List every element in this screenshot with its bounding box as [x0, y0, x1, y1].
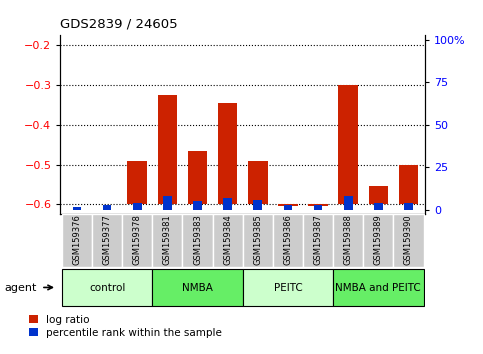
Text: control: control: [89, 282, 125, 293]
Bar: [92, 214, 122, 267]
Text: GSM159377: GSM159377: [102, 214, 112, 265]
Bar: [122, 214, 152, 267]
Bar: [273, 214, 303, 267]
Text: GSM159384: GSM159384: [223, 214, 232, 265]
Bar: [242, 269, 333, 306]
Text: NMBA and PEITC: NMBA and PEITC: [336, 282, 421, 293]
Text: GSM159387: GSM159387: [313, 214, 323, 265]
Text: GSM159385: GSM159385: [253, 214, 262, 265]
Bar: [313, 205, 323, 210]
Text: GSM159381: GSM159381: [163, 214, 172, 265]
Text: GSM159383: GSM159383: [193, 214, 202, 265]
Legend: log ratio, percentile rank within the sample: log ratio, percentile rank within the sa…: [29, 315, 222, 338]
Text: GDS2839 / 24605: GDS2839 / 24605: [60, 17, 178, 30]
Bar: [218, 103, 238, 204]
Bar: [344, 196, 353, 210]
Bar: [339, 85, 358, 204]
Text: NMBA: NMBA: [182, 282, 213, 293]
Text: GSM159386: GSM159386: [284, 214, 292, 265]
Bar: [133, 203, 142, 210]
Bar: [62, 214, 92, 267]
Text: GSM159389: GSM159389: [374, 214, 383, 265]
Bar: [103, 205, 112, 210]
Text: GSM159390: GSM159390: [404, 214, 413, 265]
Bar: [333, 269, 424, 306]
Bar: [183, 214, 213, 267]
Bar: [393, 214, 424, 267]
Text: PEITC: PEITC: [273, 282, 302, 293]
Bar: [369, 186, 388, 204]
Bar: [363, 214, 393, 267]
Bar: [303, 214, 333, 267]
Bar: [284, 205, 292, 210]
Bar: [72, 206, 81, 210]
Bar: [404, 203, 413, 210]
Bar: [374, 203, 383, 210]
Text: GSM159376: GSM159376: [72, 214, 82, 265]
Bar: [333, 214, 363, 267]
Bar: [152, 214, 183, 267]
Bar: [223, 198, 232, 210]
Bar: [128, 161, 147, 204]
Text: GSM159388: GSM159388: [344, 214, 353, 265]
Text: agent: agent: [5, 282, 37, 293]
Bar: [398, 165, 418, 204]
Bar: [62, 269, 152, 306]
Bar: [308, 204, 328, 206]
Text: GSM159378: GSM159378: [133, 214, 142, 265]
Bar: [152, 269, 242, 306]
Bar: [278, 204, 298, 206]
Bar: [248, 161, 268, 204]
Bar: [163, 196, 172, 210]
Bar: [157, 95, 177, 204]
Bar: [188, 150, 207, 204]
Bar: [242, 214, 273, 267]
Bar: [193, 201, 202, 210]
Bar: [254, 200, 262, 210]
Bar: [213, 214, 242, 267]
